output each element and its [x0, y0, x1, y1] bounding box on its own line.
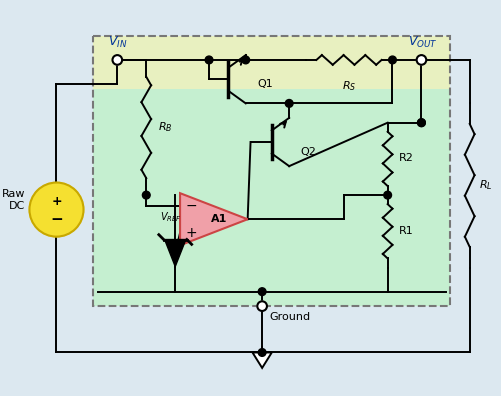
- Text: R2: R2: [398, 153, 413, 164]
- FancyBboxPatch shape: [93, 36, 449, 89]
- Text: $R_B$: $R_B$: [157, 121, 172, 134]
- Text: +: +: [51, 195, 62, 208]
- Text: $V_{IN}$: $V_{IN}$: [107, 35, 127, 50]
- Text: $V_{OUT}$: $V_{OUT}$: [408, 35, 437, 50]
- Circle shape: [142, 191, 150, 199]
- Text: Raw
DC: Raw DC: [2, 189, 26, 211]
- Circle shape: [113, 56, 121, 64]
- Circle shape: [258, 348, 266, 356]
- Circle shape: [417, 119, 424, 127]
- Polygon shape: [164, 240, 185, 267]
- Circle shape: [417, 119, 424, 127]
- Text: $R_L$: $R_L$: [478, 179, 492, 192]
- Text: −: −: [50, 212, 63, 227]
- Text: Q1: Q1: [257, 79, 273, 89]
- Circle shape: [383, 191, 391, 199]
- Circle shape: [257, 301, 267, 311]
- Circle shape: [388, 56, 396, 64]
- Polygon shape: [180, 193, 247, 245]
- Text: Ground: Ground: [270, 312, 310, 322]
- Circle shape: [30, 183, 83, 237]
- Text: A1: A1: [210, 214, 226, 224]
- FancyBboxPatch shape: [93, 36, 449, 306]
- Text: −: −: [185, 199, 197, 213]
- Circle shape: [112, 55, 122, 65]
- Polygon shape: [252, 352, 271, 368]
- Circle shape: [205, 56, 212, 64]
- Text: +: +: [185, 226, 197, 240]
- Text: R1: R1: [398, 226, 413, 236]
- Circle shape: [285, 99, 293, 107]
- Text: $V_{REF}$: $V_{REF}$: [159, 210, 181, 224]
- Text: $R_S$: $R_S$: [341, 79, 356, 93]
- Text: Q2: Q2: [300, 147, 316, 157]
- Circle shape: [241, 56, 249, 64]
- Circle shape: [416, 55, 425, 65]
- Circle shape: [258, 288, 266, 295]
